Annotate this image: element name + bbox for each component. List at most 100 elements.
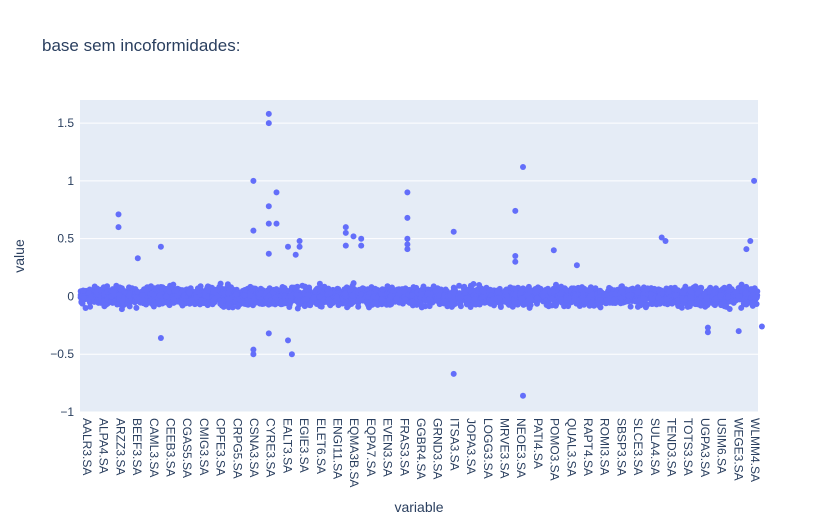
data-point bbox=[617, 300, 624, 307]
data-point bbox=[265, 220, 272, 227]
data-point bbox=[696, 300, 702, 307]
data-point bbox=[404, 235, 411, 242]
data-point bbox=[518, 295, 525, 302]
data-point bbox=[265, 120, 272, 127]
data-point bbox=[164, 299, 171, 306]
x-tick-label: SLCE3.SA bbox=[631, 418, 645, 475]
data-point bbox=[181, 292, 188, 299]
data-point bbox=[648, 285, 655, 292]
data-point bbox=[358, 235, 365, 242]
data-point bbox=[678, 304, 685, 311]
data-point bbox=[520, 392, 526, 399]
data-point bbox=[470, 281, 477, 287]
data-point bbox=[527, 302, 534, 308]
data-point bbox=[597, 287, 604, 294]
data-point bbox=[442, 286, 449, 293]
x-tick-label: BEEF3.SA bbox=[130, 418, 144, 475]
x-tick-label: JOPA3.SA bbox=[464, 418, 478, 474]
x-tick-label: ROMI3.SA bbox=[598, 418, 612, 475]
data-point bbox=[186, 289, 193, 296]
data-point bbox=[727, 286, 734, 293]
data-point bbox=[304, 292, 311, 298]
data-point bbox=[450, 289, 457, 296]
data-point bbox=[250, 351, 257, 358]
data-point bbox=[533, 287, 540, 294]
x-tick-label: CSNA3.SA bbox=[247, 418, 261, 477]
data-point bbox=[571, 297, 578, 304]
x-tick-label: EGIE3.SA bbox=[297, 418, 311, 473]
data-point bbox=[402, 296, 409, 303]
data-point bbox=[393, 295, 400, 302]
data-point bbox=[378, 291, 385, 298]
data-point bbox=[216, 283, 223, 290]
data-point bbox=[672, 292, 679, 299]
data-point bbox=[250, 346, 257, 353]
x-tick-label: EQMA3B.SA bbox=[347, 418, 361, 487]
data-point bbox=[296, 238, 303, 244]
y-tick-label: 0.5 bbox=[57, 232, 74, 246]
data-point bbox=[379, 297, 386, 304]
data-point bbox=[752, 294, 758, 301]
data-point bbox=[447, 301, 454, 308]
data-point bbox=[534, 295, 541, 301]
data-point bbox=[310, 294, 317, 301]
data-point bbox=[285, 337, 291, 344]
x-tick-label: ELET6.SA bbox=[314, 418, 328, 474]
data-point bbox=[333, 294, 340, 301]
data-point bbox=[558, 283, 565, 290]
x-tick-label: QUAL3.SA bbox=[564, 418, 578, 477]
x-tick-label: EALT3.SA bbox=[280, 418, 294, 473]
data-point bbox=[225, 301, 232, 308]
x-tick-label: FRAS3.SA bbox=[397, 418, 411, 476]
data-point bbox=[115, 211, 122, 218]
data-point bbox=[225, 289, 232, 296]
data-point bbox=[747, 238, 754, 244]
data-point bbox=[250, 227, 257, 234]
data-point bbox=[550, 288, 557, 295]
data-point bbox=[541, 289, 548, 296]
data-point bbox=[134, 255, 141, 262]
x-tick-label: PATI4.SA bbox=[531, 418, 545, 469]
data-point bbox=[178, 300, 185, 307]
data-point bbox=[573, 262, 580, 269]
data-point bbox=[241, 292, 248, 299]
data-point bbox=[134, 288, 141, 295]
data-point bbox=[640, 295, 647, 302]
data-point bbox=[671, 286, 678, 292]
data-point bbox=[404, 189, 411, 196]
x-tick-label: CRPG5.SA bbox=[230, 418, 244, 479]
data-point bbox=[139, 292, 146, 298]
data-point bbox=[265, 110, 272, 117]
data-point bbox=[350, 299, 357, 306]
x-tick-label: CYRE3.SA bbox=[264, 418, 278, 477]
data-point bbox=[725, 293, 732, 300]
data-point bbox=[587, 284, 594, 291]
data-point bbox=[565, 303, 572, 310]
y-tick-labels: −1 −0.5 0 0.5 1 1.5 bbox=[50, 116, 74, 419]
data-point bbox=[210, 288, 217, 295]
x-tick-label: ITSA3.SA bbox=[447, 418, 461, 471]
data-point bbox=[649, 295, 656, 302]
data-point bbox=[457, 303, 464, 310]
data-point bbox=[265, 330, 272, 337]
x-tick-label: ENGI11.SA bbox=[331, 418, 345, 479]
data-point bbox=[116, 292, 123, 298]
data-point bbox=[503, 293, 510, 299]
data-point bbox=[625, 298, 631, 305]
x-tick-label: LOGG3.SA bbox=[481, 418, 495, 479]
data-point bbox=[632, 298, 639, 304]
x-tick-labels: AALR3.SA ALPA4.SA ARZZ3.SA BEEF3.SA CAML3.SA… bbox=[80, 418, 762, 487]
data-point bbox=[557, 291, 564, 298]
data-point bbox=[741, 301, 747, 308]
data-point bbox=[288, 351, 295, 358]
data-point bbox=[296, 243, 303, 250]
data-point bbox=[424, 290, 431, 297]
data-point bbox=[326, 297, 333, 304]
data-point bbox=[111, 291, 117, 298]
data-point bbox=[350, 233, 357, 240]
y-tick-label: −1 bbox=[60, 405, 74, 419]
data-point bbox=[579, 284, 585, 291]
data-point bbox=[285, 243, 291, 250]
data-point bbox=[512, 253, 519, 259]
